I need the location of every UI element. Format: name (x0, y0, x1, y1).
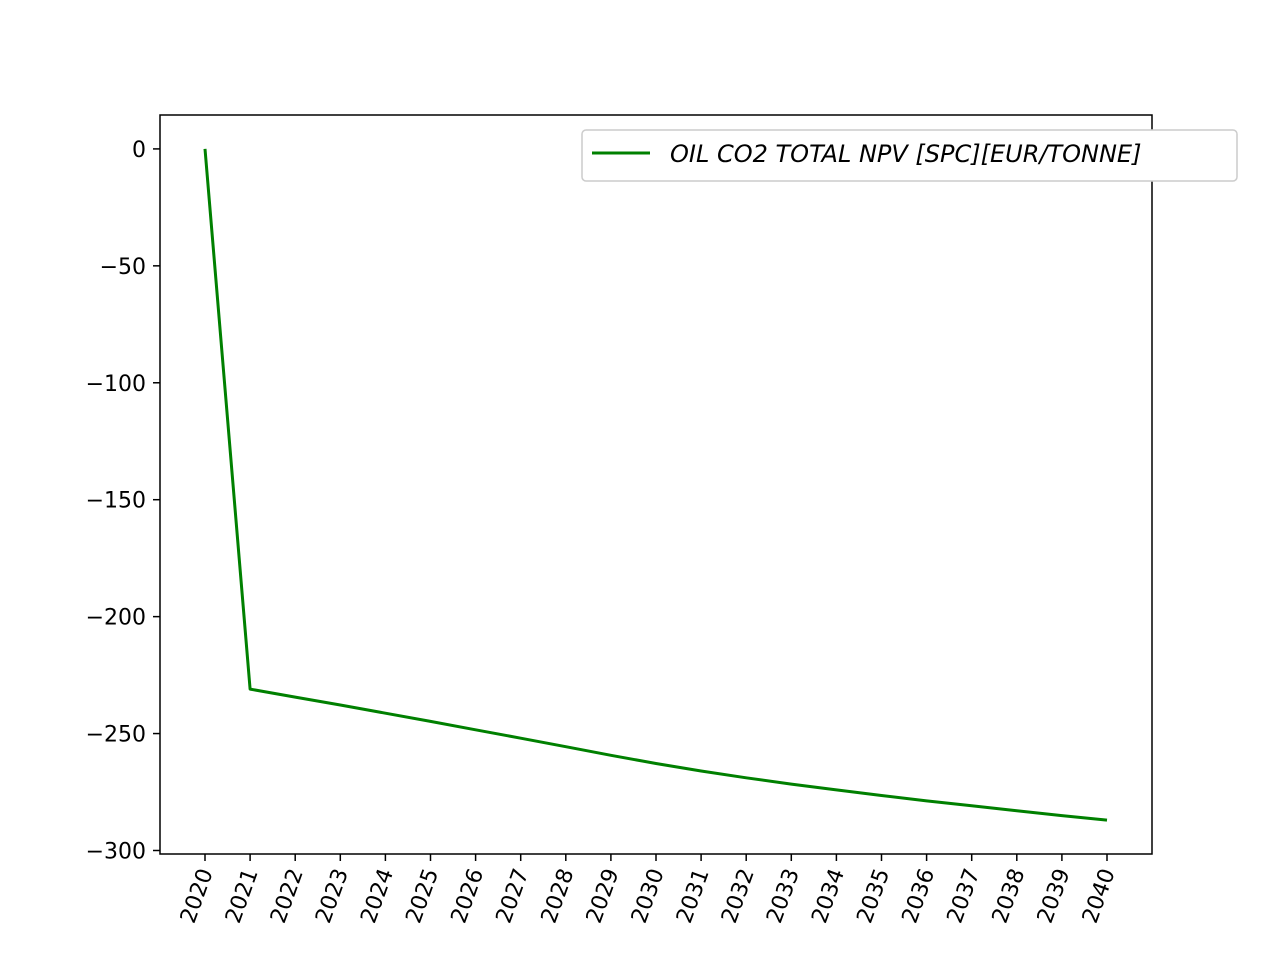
y-tick-label: −200 (86, 606, 146, 631)
legend-box (581, 129, 1238, 182)
y-tick-label: −50 (100, 255, 146, 280)
legend-series-label: OIL CO2 TOTAL NPV [SPC][EUR/TONNE] (670, 140, 1141, 168)
y-tick-label: −150 (86, 489, 146, 514)
series-layer (203, 148, 1108, 822)
series-line (203, 148, 1108, 822)
y-tick-label: −300 (86, 839, 146, 864)
y-axis: 0 −50 −100 −150 −200 −250 −300 (86, 138, 160, 864)
y-tick-label: −100 (86, 372, 146, 397)
y-tick-label: 0 (132, 138, 146, 163)
y-tick-label: −250 (86, 723, 146, 748)
legend: OIL CO2 TOTAL NPV [SPC][EUR/TONNE] (581, 129, 1238, 182)
